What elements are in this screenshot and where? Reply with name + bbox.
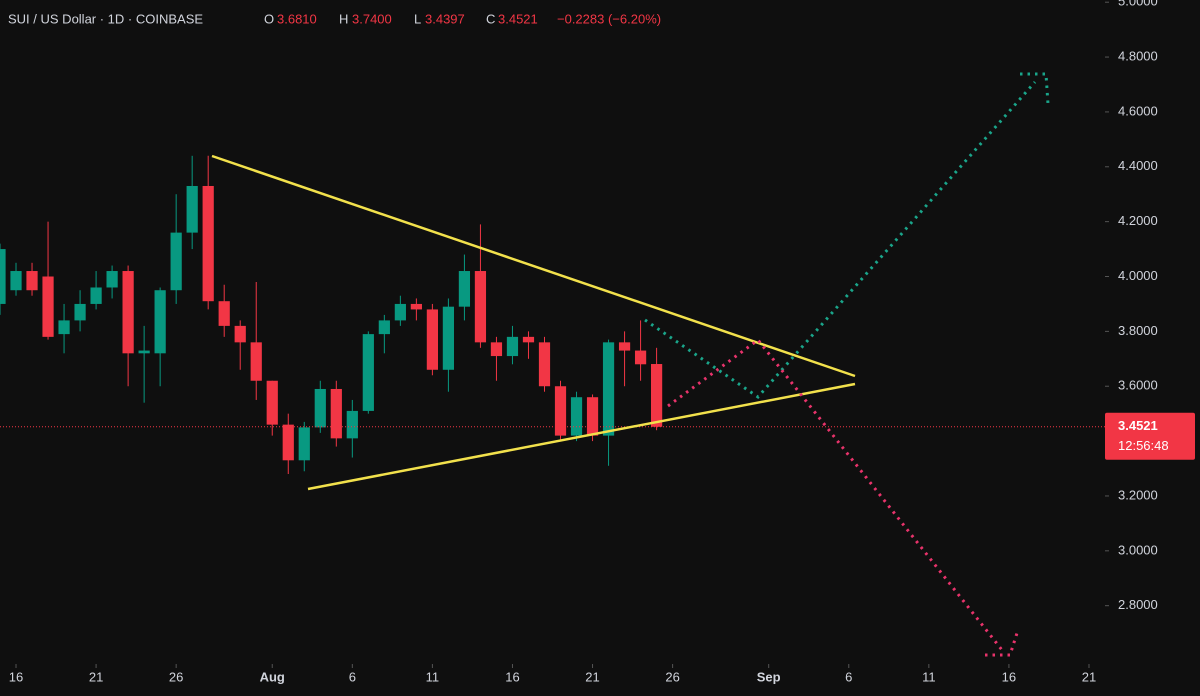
x-tick-label: 16 [9, 669, 23, 684]
candle-body [0, 249, 6, 304]
candle-body [298, 427, 310, 461]
low-key: L [414, 11, 421, 26]
candle-body [154, 290, 166, 354]
candle-body [314, 388, 326, 428]
candle-body [282, 424, 294, 461]
candle-body [122, 271, 134, 354]
candle-body [618, 342, 631, 351]
bullish-arrowhead [1020, 72, 1050, 105]
open-key: O [264, 11, 274, 26]
candle-body [362, 334, 374, 411]
candle-body [250, 342, 262, 381]
candle-body [650, 364, 663, 427]
x-tick-label: 6 [349, 669, 356, 684]
x-tick-label: 11 [426, 669, 440, 684]
close-value: 3.4521 [498, 11, 538, 26]
lower-trendline [307, 382, 856, 491]
x-tick-label: 11 [922, 669, 936, 684]
x-tick-label: 6 [845, 669, 852, 684]
open-value: 3.6810 [277, 11, 317, 26]
candle-body [74, 303, 86, 321]
x-tick-label: 26 [665, 669, 679, 684]
x-tick-label: Aug [260, 669, 285, 684]
candle-body [186, 185, 198, 233]
bullish-path [644, 81, 1037, 399]
candle-body [554, 386, 567, 436]
price-tag [1105, 412, 1195, 460]
candle-body [394, 303, 406, 321]
candle-body [410, 303, 422, 310]
header: SUI / US Dollar · 1D · COINBASE O 3.6810… [8, 11, 661, 26]
price-tag-value: 3.4521 [1118, 418, 1158, 433]
candle-body [26, 271, 38, 291]
y-tick-label: 3.0000 [1118, 542, 1158, 557]
price-tag-countdown: 12:56:48 [1118, 438, 1169, 453]
candle-body [42, 276, 54, 337]
y-tick-label: 4.4000 [1118, 158, 1158, 173]
y-tick-label: 3.6000 [1118, 378, 1158, 393]
bearish-arrowhead [985, 629, 1020, 657]
candle-body [234, 325, 246, 343]
y-tick-label: 3.2000 [1118, 487, 1158, 502]
high-value: 3.7400 [352, 11, 392, 26]
y-tick-label: 4.2000 [1118, 213, 1158, 228]
candle-body [202, 185, 214, 302]
x-tick-label: 26 [169, 669, 183, 684]
candle-body [106, 271, 118, 288]
candle-body [10, 271, 22, 291]
x-tick-label: 21 [89, 669, 103, 684]
high-key: H [339, 11, 348, 26]
candle-body [442, 306, 455, 370]
y-tick-label: 3.8000 [1118, 323, 1158, 338]
candle-body [378, 320, 390, 335]
candle-body [538, 342, 551, 387]
y-tick-label: 2.8000 [1118, 597, 1158, 612]
x-tick-label: 21 [585, 669, 599, 684]
price-axis: 5.0000 4.8000 4.6000 4.4000 4.2000 4.0000 3.80… [9, 0, 1195, 684]
candle-body [330, 388, 342, 439]
candle-body [346, 410, 358, 439]
candle-body [458, 271, 471, 307]
candle-body [138, 350, 150, 354]
candle-body [506, 336, 519, 357]
candle-body [586, 397, 599, 436]
candle-body [218, 301, 230, 326]
candle-body [170, 232, 182, 291]
plot [0, 155, 1105, 475]
candle-body [266, 380, 278, 425]
x-tick-label: 21 [1082, 669, 1096, 684]
candle-body [474, 271, 487, 343]
low-value: 3.4397 [425, 11, 465, 26]
y-tick-label: 4.6000 [1118, 103, 1158, 118]
candle-body [90, 287, 102, 304]
change-value: −0.2283 (−6.20%) [557, 11, 661, 26]
symbol-title: SUI / US Dollar · 1D · COINBASE [8, 11, 203, 26]
candle-body [570, 397, 583, 436]
candle-body [634, 350, 647, 365]
candle-body [522, 336, 535, 343]
candle-body [58, 320, 70, 335]
y-tick-label: 4.0000 [1118, 268, 1158, 283]
x-tick-label: 16 [505, 669, 519, 684]
x-tick-label: Sep [757, 669, 781, 684]
drawings [211, 72, 1050, 657]
x-tick-label: 16 [1002, 669, 1016, 684]
y-tick-label: 4.8000 [1118, 48, 1158, 63]
close-key: C [486, 11, 495, 26]
y-tick-label: 5.0000 [1118, 0, 1158, 9]
candle-body [426, 309, 438, 370]
upper-trendline [211, 154, 856, 378]
candle-body [602, 342, 615, 436]
candle-body [490, 342, 503, 357]
